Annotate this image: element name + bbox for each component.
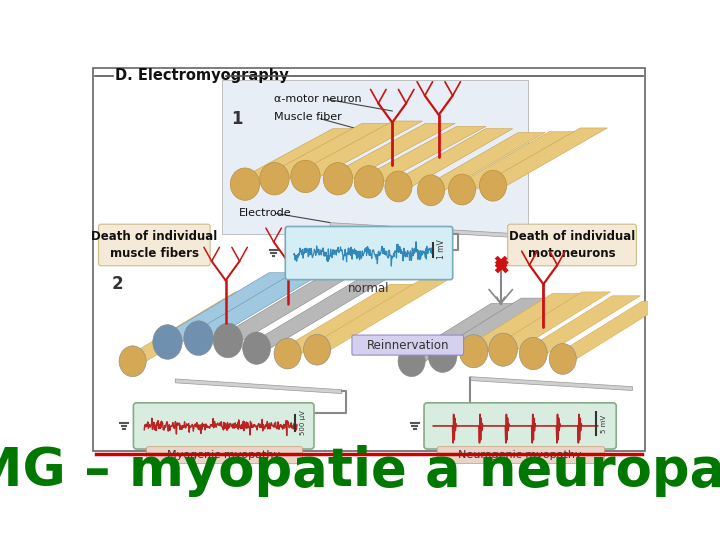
Polygon shape [291,121,423,177]
Polygon shape [119,292,262,361]
Text: EMG – myopatie a neuropatie: EMG – myopatie a neuropatie [0,446,720,497]
Polygon shape [213,271,359,340]
Polygon shape [385,129,513,186]
Ellipse shape [260,163,289,195]
FancyBboxPatch shape [99,224,210,266]
FancyBboxPatch shape [133,403,314,449]
Ellipse shape [243,332,271,365]
Polygon shape [480,128,607,186]
Ellipse shape [323,163,353,195]
Ellipse shape [304,334,330,365]
Text: ✖: ✖ [492,254,509,273]
Polygon shape [459,294,581,351]
Polygon shape [398,303,518,361]
Text: Myogenic myopathy: Myogenic myopathy [167,450,280,460]
Polygon shape [418,132,545,190]
Polygon shape [449,132,576,190]
Ellipse shape [119,346,146,377]
Polygon shape [549,301,670,359]
Ellipse shape [385,171,412,202]
Ellipse shape [549,343,576,374]
Text: Death of individual
motoneurons: Death of individual motoneurons [509,230,635,260]
Polygon shape [469,377,632,390]
Polygon shape [153,273,299,342]
Polygon shape [428,298,550,356]
Polygon shape [354,126,486,182]
Polygon shape [175,379,342,394]
Text: ✖: ✖ [492,259,510,279]
Polygon shape [323,123,455,179]
Text: 3: 3 [372,339,383,357]
FancyBboxPatch shape [352,335,464,355]
Text: 1: 1 [231,110,243,127]
Ellipse shape [184,321,213,355]
Ellipse shape [398,346,426,377]
Polygon shape [243,279,387,348]
Text: normal: normal [348,282,390,295]
Ellipse shape [480,170,507,201]
Ellipse shape [291,160,320,193]
FancyBboxPatch shape [147,447,302,464]
Polygon shape [519,296,640,354]
Ellipse shape [274,338,301,369]
Polygon shape [304,280,447,350]
Text: Neurogenic myopathy: Neurogenic myopathy [459,450,582,460]
Ellipse shape [449,174,476,205]
Text: Electrode: Electrode [239,208,292,218]
FancyBboxPatch shape [424,403,616,449]
Ellipse shape [519,338,547,370]
Polygon shape [330,222,524,238]
Ellipse shape [489,333,518,366]
Ellipse shape [230,168,260,200]
Ellipse shape [459,335,488,368]
Polygon shape [489,292,611,350]
Text: 1 mV: 1 mV [437,240,446,260]
Text: Death of individual
muscle fibers: Death of individual muscle fibers [91,230,217,260]
Text: Muscle fiber: Muscle fiber [274,112,341,122]
Ellipse shape [153,325,182,359]
Polygon shape [260,123,392,179]
Ellipse shape [418,175,444,206]
Text: Reinnervation: Reinnervation [366,339,449,352]
Text: α-motor neuron: α-motor neuron [274,94,361,104]
Text: 5 mV: 5 mV [600,415,607,433]
FancyBboxPatch shape [508,224,636,266]
Polygon shape [184,269,330,338]
Ellipse shape [428,339,457,373]
Ellipse shape [213,323,243,358]
FancyBboxPatch shape [222,80,528,234]
Polygon shape [274,284,418,354]
FancyBboxPatch shape [93,68,645,451]
Text: D. Electromyography: D. Electromyography [114,68,289,83]
Text: 500 μV: 500 μV [300,410,306,435]
Polygon shape [230,129,362,184]
FancyBboxPatch shape [437,447,605,464]
FancyBboxPatch shape [285,226,453,280]
Text: 2: 2 [112,275,123,293]
Ellipse shape [354,166,384,198]
